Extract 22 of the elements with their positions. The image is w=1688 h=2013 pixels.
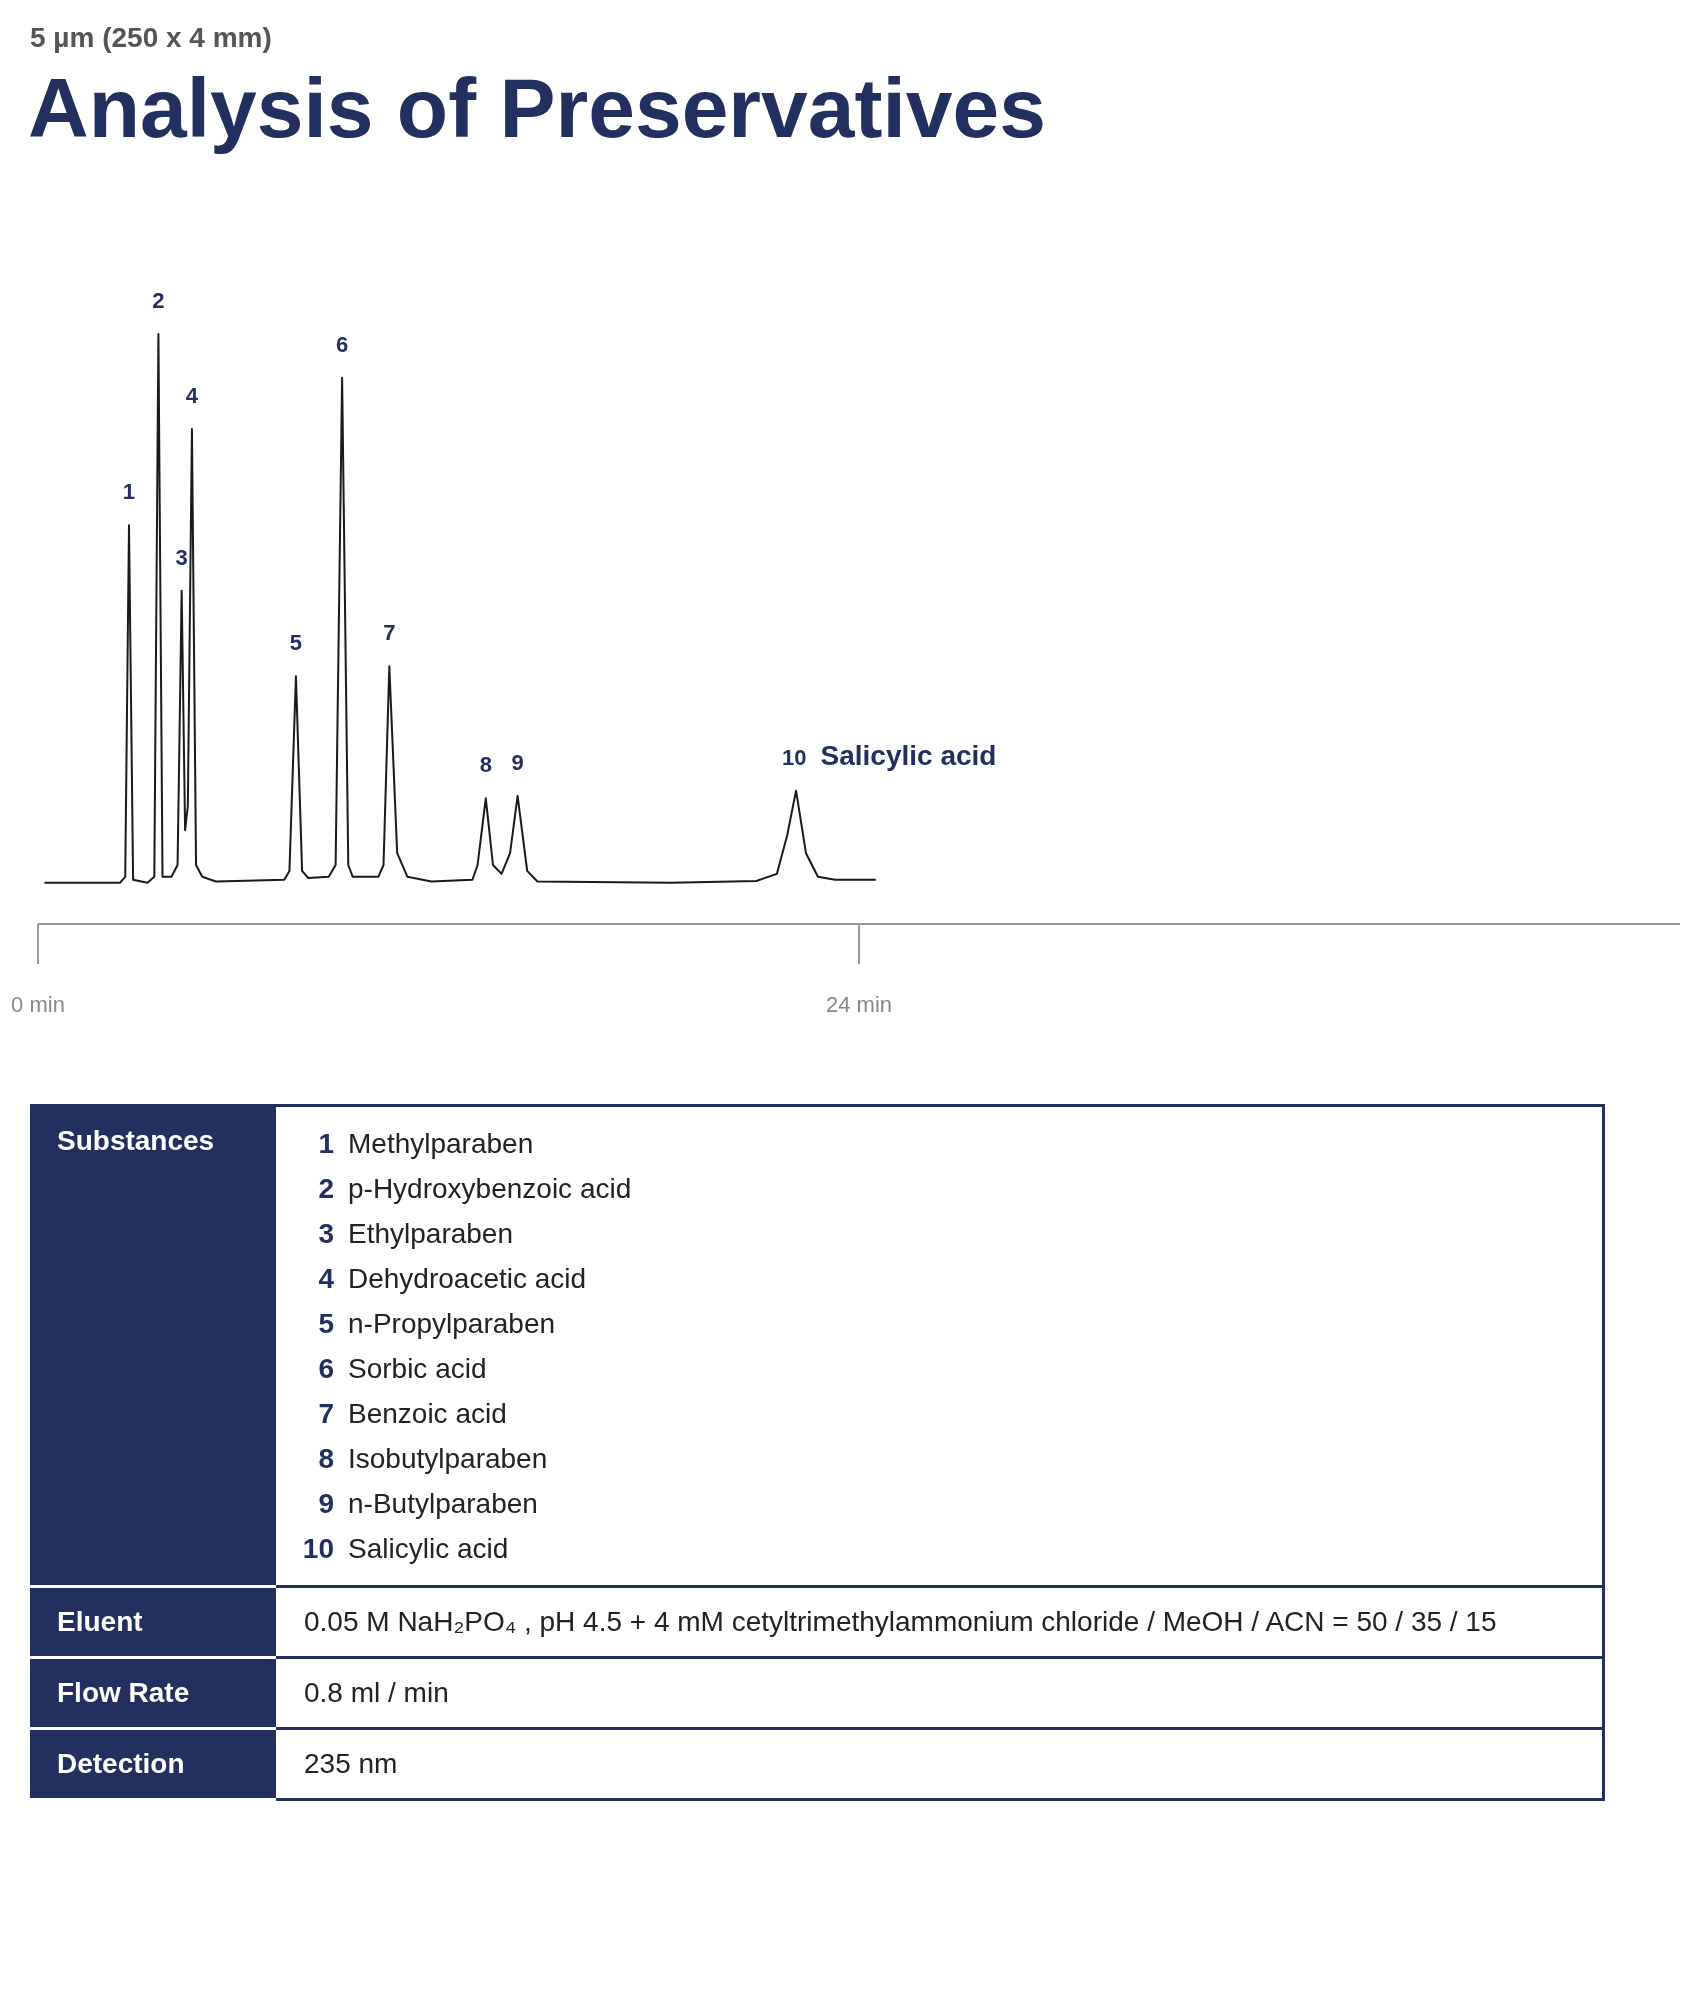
annotation: 10 Salicylic acid [782,740,997,772]
text: 1 Methylparaben 2 p-Hydroxybenzoic acid 3 Ethylparaben 4 Dehydroacetic acid 5 n-Propylparaben 6 Sorbic acid 7 Benzoic acid 8 Isobutylparaben 9 n-Butylparaben 10 Salicylic acid [302,1128,632,1565]
annotation: 7 [383,620,396,646]
x-tick-label: 24 min [825,992,893,1018]
annotation: 6 [335,332,349,358]
text: Substances [31,1105,276,1587]
text: 235 nm [304,1748,398,1780]
annotation: 1 [122,479,136,505]
text: 0.8 ml / min [304,1677,449,1709]
text: Detection [31,1728,276,1800]
annotation: 4 [185,383,199,409]
chart-subtitle: 5 µm (250 x 4 mm) [30,22,273,54]
annotation: 5 [289,630,303,656]
annotation: 9 [511,750,524,776]
annotation: 2 [152,288,165,314]
x-tick-label: 0 min [11,992,65,1018]
annotation: 3 [175,545,188,571]
text: Eluent [31,1586,276,1658]
annotation: 8 [479,752,492,778]
chart-title: Analysis of Preservatives [28,61,1047,155]
text: Flow Rate [31,1657,276,1729]
text: 0.05 M NaH₂PO₄ , pH 4.5 + 4 mM cetyltrimethylammonium chloride / MeOH / ACN = 50 / 35 / 15 [304,1606,1497,1638]
